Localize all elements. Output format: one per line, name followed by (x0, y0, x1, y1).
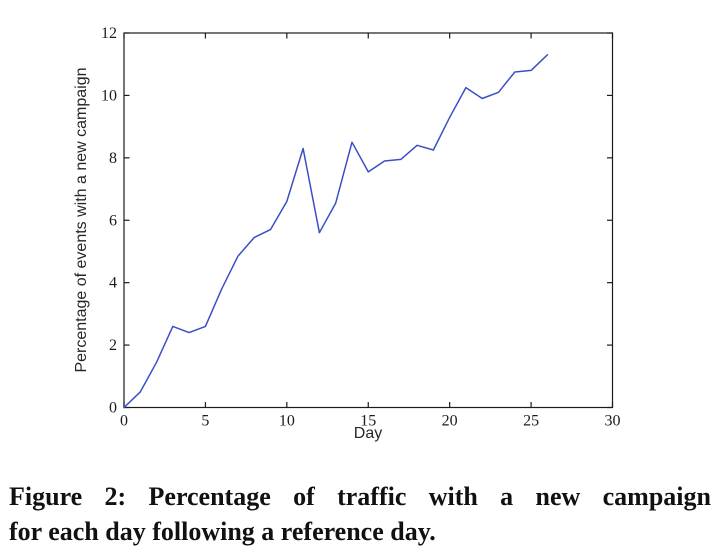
x-tick-label: 25 (523, 413, 539, 430)
y-tick-label: 10 (101, 87, 117, 104)
y-axis-label: Percentage of events with a new campaign (73, 67, 90, 372)
figure-caption: Figure 2: Percentage of traffic with a n… (0, 479, 720, 549)
data-series (123, 54, 549, 409)
x-axis-label: Day (354, 425, 382, 442)
tick-labels: 0 5 10 15 20 25 30 0 2 4 6 8 10 12 (101, 25, 621, 430)
y-tick-label: 2 (109, 337, 117, 354)
y-tick-label: 0 (109, 400, 117, 417)
line-chart: 0 5 10 15 20 25 30 0 2 4 6 8 10 12 Day Percentage of … (73, 25, 621, 442)
x-tick-label: 5 (201, 413, 209, 430)
y-tick-label: 8 (109, 150, 117, 167)
data-series-line (123, 54, 549, 409)
chart-area: 0 5 10 15 20 25 30 0 2 4 6 8 10 12 Day Percentage of … (73, 25, 621, 442)
axis-ticks (123, 32, 614, 409)
plot-frame (123, 32, 614, 409)
axes-box (123, 32, 614, 409)
y-tick-label: 4 (109, 275, 117, 292)
x-tick-label: 10 (279, 413, 295, 430)
y-tick-label: 12 (101, 25, 117, 42)
x-tick-label: 0 (120, 413, 128, 430)
y-tick-label: 6 (109, 212, 117, 229)
figure-caption-line1: Figure 2: Percentage of traffic with a n… (9, 482, 711, 511)
x-tick-label: 30 (605, 413, 621, 430)
x-tick-label: 15 (360, 413, 376, 430)
figure-caption-line2: for each day following a reference day. (9, 517, 436, 546)
x-tick-label: 20 (442, 413, 458, 430)
